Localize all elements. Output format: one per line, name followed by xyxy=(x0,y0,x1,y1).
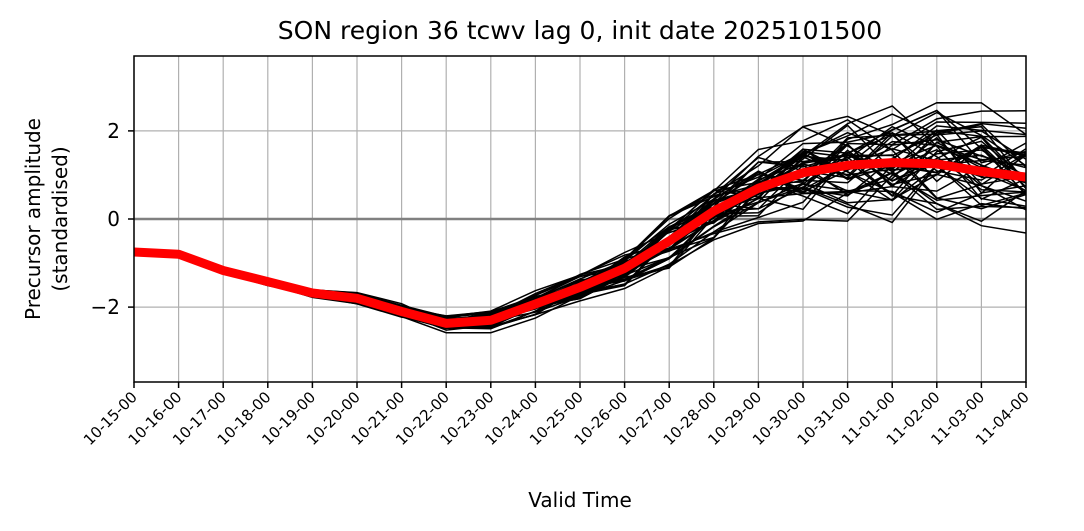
ensemble-mean-series xyxy=(133,158,1027,328)
y-axis-label-line2: (standardised) xyxy=(48,146,72,291)
chart-title: SON region 36 tcwv lag 0, init date 2025… xyxy=(278,16,882,45)
mean-line xyxy=(133,158,1027,328)
y-tick-label: −2 xyxy=(91,295,120,319)
y-tick-label: 0 xyxy=(107,207,120,231)
y-axis-ticks: −2 0 2 xyxy=(91,119,134,319)
y-tick-label: 2 xyxy=(107,119,120,143)
x-axis-label: Valid Time xyxy=(528,488,632,512)
y-axis-label: Precursor amplitude (standardised) xyxy=(21,118,72,320)
y-axis-label-line1: Precursor amplitude xyxy=(21,118,45,320)
